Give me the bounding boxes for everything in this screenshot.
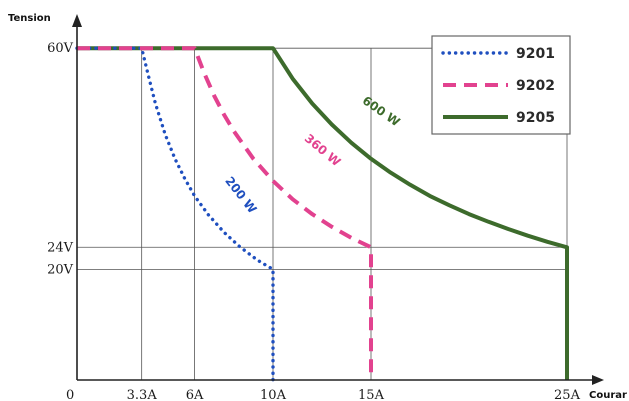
axes: Tension Courar 0 bbox=[8, 13, 627, 401]
legend-label-9202: 9202 bbox=[516, 78, 555, 94]
y-tick-label: 20V bbox=[47, 262, 74, 277]
legend-label-9205: 9205 bbox=[516, 110, 555, 126]
curve-label-9202: 360 W bbox=[302, 131, 344, 169]
x-tick-label: 6A bbox=[186, 388, 204, 401]
series-line-9205 bbox=[77, 46, 569, 380]
curve-label-9201: 200 W bbox=[222, 174, 259, 216]
x-tick-label: 25A bbox=[554, 388, 581, 401]
x-tick-label: 15A bbox=[358, 388, 385, 401]
series-layer bbox=[75, 46, 569, 382]
x-axis-arrow-icon bbox=[592, 375, 604, 385]
series-line-9201 bbox=[75, 46, 275, 382]
x-tick-label: 3.3A bbox=[127, 388, 158, 401]
y-tick-label: 24V bbox=[47, 240, 74, 255]
y-axis-title: Tension bbox=[8, 13, 51, 24]
origin-label: 0 bbox=[66, 388, 74, 401]
y-tick-label: 60V bbox=[47, 41, 74, 56]
curve-label-9205: 600 W bbox=[360, 93, 403, 129]
legend-label-9201: 9201 bbox=[516, 46, 555, 62]
x-axis-title: Courar bbox=[589, 390, 627, 401]
legend: 9201 9202 9205 bbox=[431, 35, 571, 135]
tick-labels: 60V 24V 20V 3.3A 6A 10A 15A 25A bbox=[47, 41, 581, 401]
series-line-9202 bbox=[77, 46, 373, 380]
y-axis-arrow-icon bbox=[72, 14, 82, 27]
x-tick-label: 10A bbox=[260, 388, 287, 401]
